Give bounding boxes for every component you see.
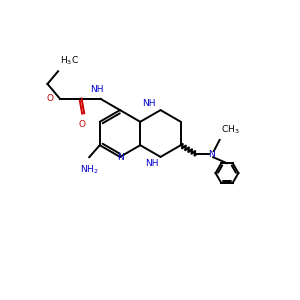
Text: N: N xyxy=(208,150,215,159)
Text: NH$_2$: NH$_2$ xyxy=(80,164,98,176)
Text: O: O xyxy=(46,94,53,103)
Text: N: N xyxy=(117,153,123,162)
Text: NH: NH xyxy=(142,99,156,108)
Text: H$_3$C: H$_3$C xyxy=(60,54,79,67)
Text: O: O xyxy=(79,120,86,129)
Text: CH$_3$: CH$_3$ xyxy=(221,124,240,136)
Text: NH: NH xyxy=(145,159,159,168)
Text: NH: NH xyxy=(90,85,104,94)
